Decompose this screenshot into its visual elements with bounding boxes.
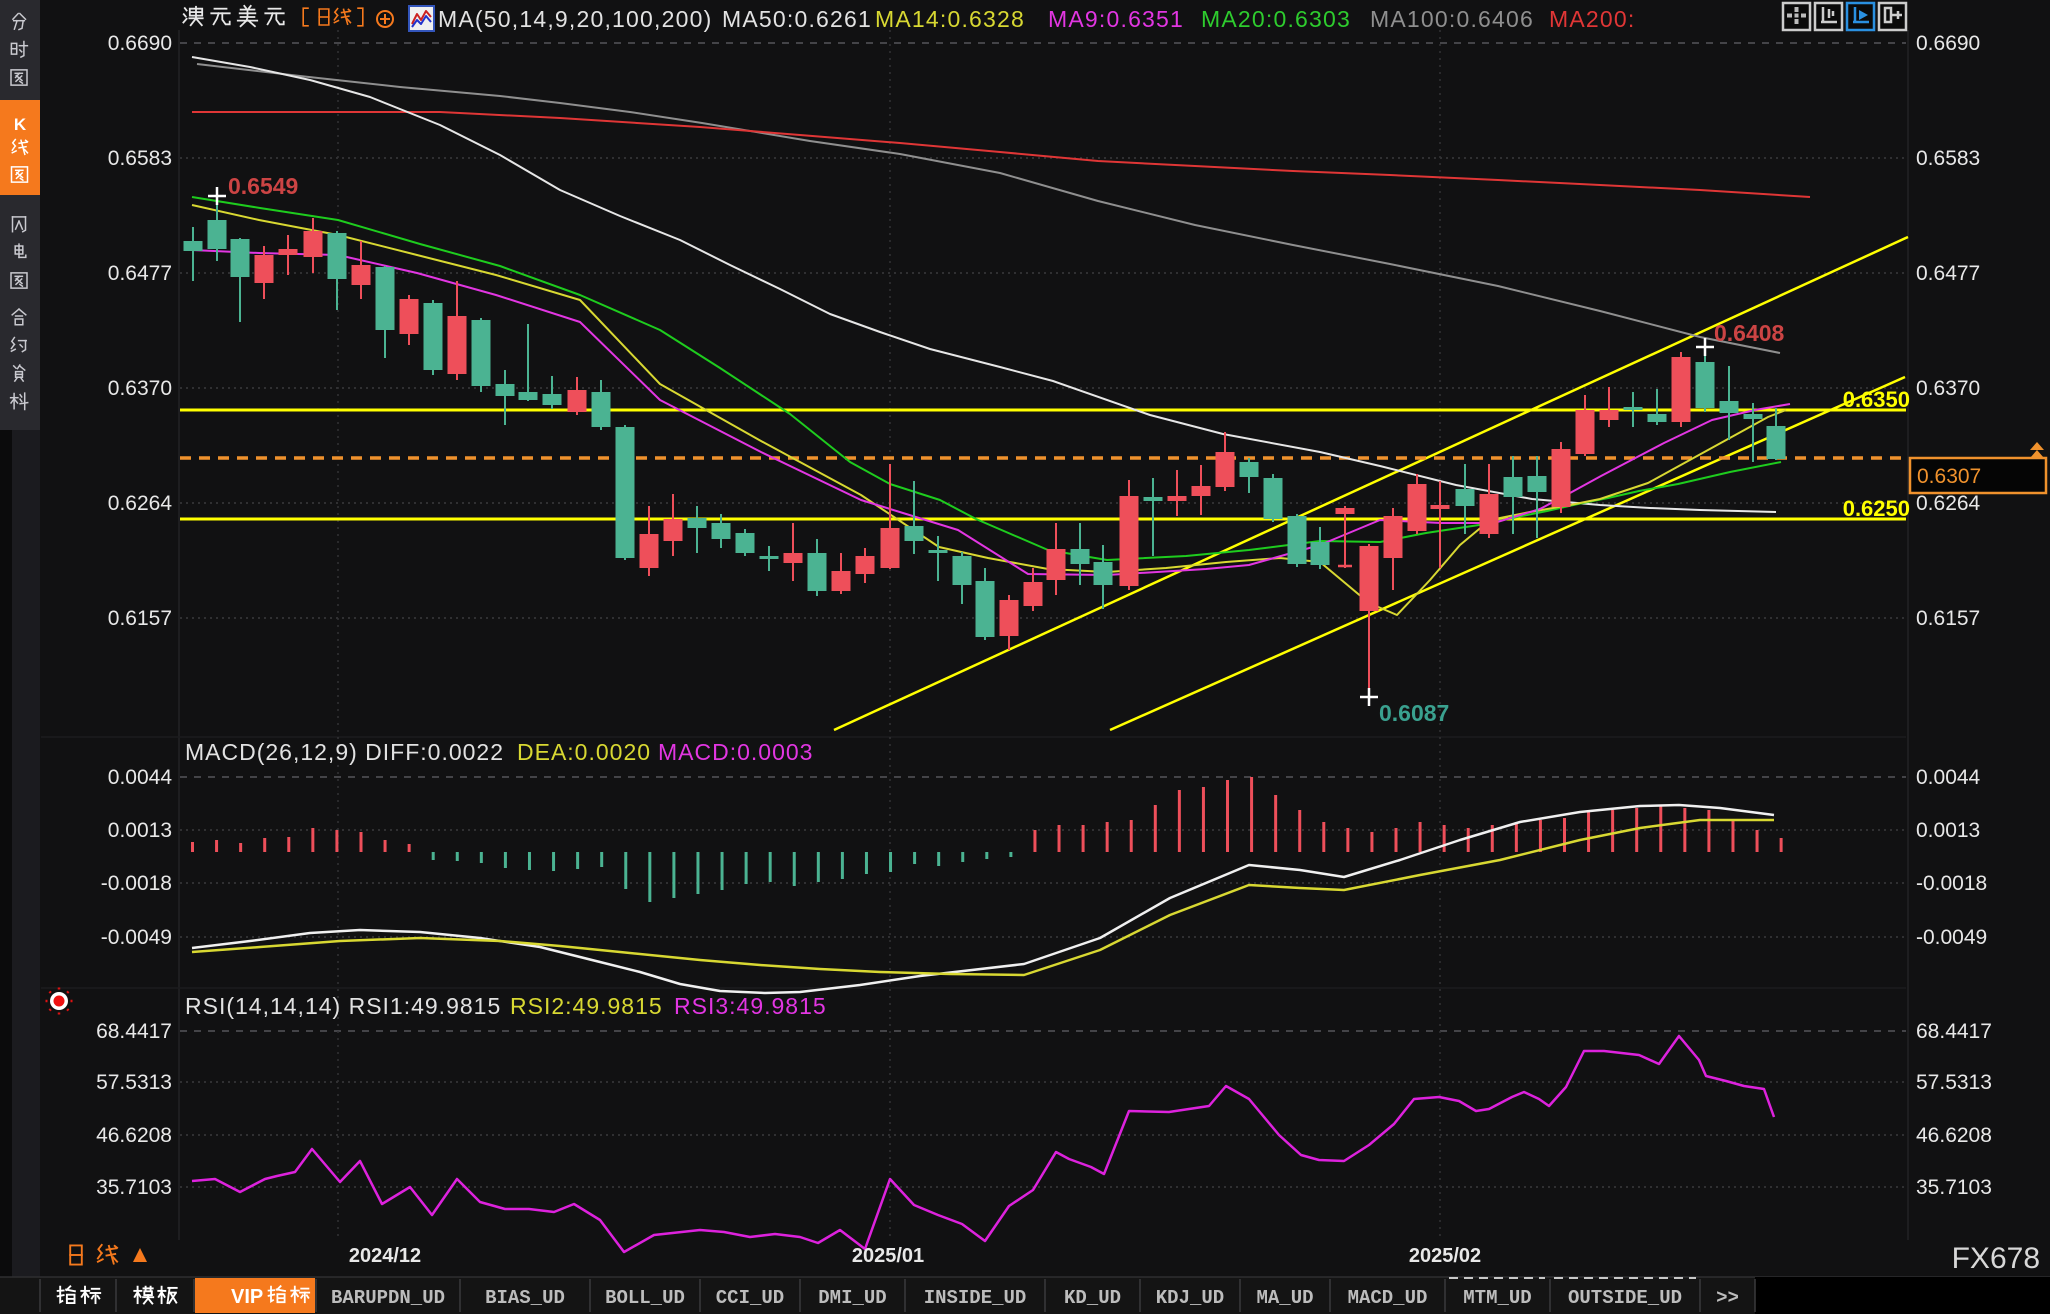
svg-text:35.7103: 35.7103	[96, 1176, 172, 1199]
svg-text:46.6208: 46.6208	[96, 1124, 172, 1147]
svg-text:KDJ_UD: KDJ_UD	[1156, 1287, 1224, 1309]
svg-text:0.0013: 0.0013	[1916, 819, 1980, 842]
svg-text:0.6307: 0.6307	[1917, 465, 1981, 488]
svg-text:MA14:0.6328: MA14:0.6328	[875, 6, 1025, 32]
svg-text:KD_UD: KD_UD	[1064, 1287, 1121, 1309]
svg-text:DEA:0.0020: DEA:0.0020	[517, 739, 651, 765]
svg-text:0.6477: 0.6477	[108, 262, 172, 285]
svg-text:0.6583: 0.6583	[108, 147, 172, 170]
svg-text:MA200:: MA200:	[1549, 6, 1635, 32]
svg-text:0.0013: 0.0013	[108, 819, 172, 842]
svg-text:MA100:0.6406: MA100:0.6406	[1370, 6, 1534, 32]
svg-text:MA_UD: MA_UD	[1256, 1287, 1313, 1309]
svg-text:CCI_UD: CCI_UD	[716, 1287, 784, 1309]
svg-text:BOLL_UD: BOLL_UD	[605, 1287, 685, 1309]
svg-text:0.0044: 0.0044	[1916, 766, 1981, 789]
svg-text:57.5313: 57.5313	[96, 1071, 172, 1094]
svg-text:BIAS_UD: BIAS_UD	[485, 1287, 565, 1309]
svg-text:MACD_UD: MACD_UD	[1348, 1287, 1428, 1309]
svg-text:0.6087: 0.6087	[1379, 700, 1449, 726]
svg-text:BARUPDN_UD: BARUPDN_UD	[331, 1287, 445, 1309]
svg-text:0.6370: 0.6370	[1916, 377, 1980, 400]
svg-text:OUTSIDE_UD: OUTSIDE_UD	[1568, 1287, 1682, 1309]
svg-text:RSI2:49.9815: RSI2:49.9815	[510, 993, 663, 1019]
svg-text:68.4417: 68.4417	[96, 1020, 172, 1043]
svg-text:MACD(26,12,9) DIFF:0.0022: MACD(26,12,9) DIFF:0.0022	[185, 739, 504, 765]
svg-text:0.6350: 0.6350	[1843, 387, 1910, 412]
svg-text:MA50:0.6261: MA50:0.6261	[722, 6, 872, 32]
svg-text:57.5313: 57.5313	[1916, 1071, 1992, 1094]
svg-text:MA(50,14,9,20,100,200): MA(50,14,9,20,100,200)	[438, 6, 712, 32]
svg-text:46.6208: 46.6208	[1916, 1124, 1992, 1147]
svg-text:35.7103: 35.7103	[1916, 1176, 1992, 1199]
svg-text:0.6250: 0.6250	[1843, 496, 1910, 521]
svg-text:MA20:0.6303: MA20:0.6303	[1201, 6, 1351, 32]
svg-text:0.6370: 0.6370	[108, 377, 172, 400]
svg-text:INSIDE_UD: INSIDE_UD	[924, 1287, 1027, 1309]
svg-text:-0.0018: -0.0018	[101, 872, 172, 895]
svg-text:MA9:0.6351: MA9:0.6351	[1048, 6, 1184, 32]
svg-text:-0.0049: -0.0049	[101, 926, 172, 949]
svg-text:0.6157: 0.6157	[108, 607, 172, 630]
svg-text:0.6264: 0.6264	[108, 492, 173, 515]
svg-text:>>: >>	[1716, 1287, 1739, 1309]
svg-text:2025/01: 2025/01	[852, 1245, 924, 1267]
svg-text:0.6549: 0.6549	[228, 173, 298, 199]
svg-text:0.0044: 0.0044	[108, 766, 173, 789]
svg-text:0.6157: 0.6157	[1916, 607, 1980, 630]
svg-text:0.6408: 0.6408	[1714, 320, 1785, 346]
svg-text:VIP: VIP	[231, 1286, 263, 1308]
svg-text:0.6690: 0.6690	[108, 32, 172, 55]
svg-text:0.6690: 0.6690	[1916, 32, 1980, 55]
svg-text:2025/02: 2025/02	[1409, 1245, 1481, 1267]
svg-text:-0.0018: -0.0018	[1916, 872, 1987, 895]
svg-text:2024/12: 2024/12	[349, 1245, 421, 1267]
svg-text:68.4417: 68.4417	[1916, 1020, 1992, 1043]
svg-text:0.6477: 0.6477	[1916, 262, 1980, 285]
svg-text:DMI_UD: DMI_UD	[818, 1287, 886, 1309]
svg-text:FX678: FX678	[1952, 1242, 2040, 1275]
svg-text:MTM_UD: MTM_UD	[1463, 1287, 1531, 1309]
svg-text:RSI(14,14,14) RSI1:49.9815: RSI(14,14,14) RSI1:49.9815	[185, 993, 501, 1019]
svg-text:0.6264: 0.6264	[1916, 492, 1981, 515]
svg-text:RSI3:49.9815: RSI3:49.9815	[674, 993, 827, 1019]
svg-text:MACD:0.0003: MACD:0.0003	[658, 739, 813, 765]
svg-text:-0.0049: -0.0049	[1916, 926, 1987, 949]
svg-text:K: K	[14, 115, 27, 134]
svg-text:0.6583: 0.6583	[1916, 147, 1980, 170]
